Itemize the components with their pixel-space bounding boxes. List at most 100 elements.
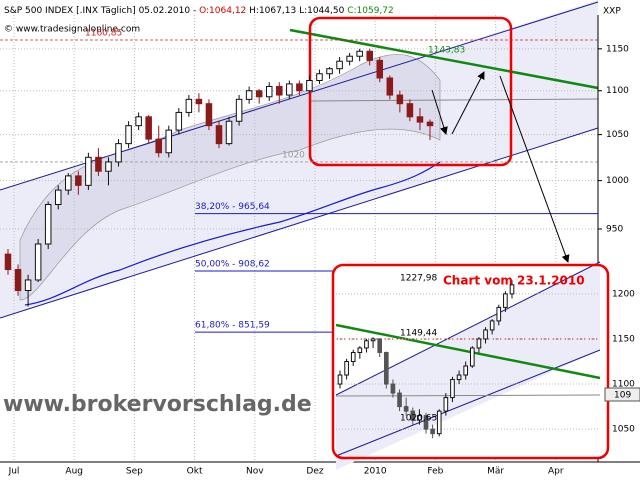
candle-body: [383, 351, 389, 385]
candle-body: [503, 293, 508, 308]
y-tick-label: 1150: [606, 44, 629, 54]
candle-body: [357, 347, 363, 353]
candle-body: [417, 415, 422, 421]
y-tick-label: 1050: [606, 130, 629, 140]
x-tick-label: Sep: [126, 467, 143, 477]
candle-body: [175, 111, 183, 131]
main-plot: [0, 0, 598, 318]
candle-body: [34, 243, 42, 281]
gray-line: [309, 98, 599, 102]
trendline-label: 1143,83: [428, 46, 465, 56]
candle-body: [416, 116, 424, 123]
y-tick-label: 950: [606, 224, 623, 234]
instrument: S&P 500 INDEX [.INX Täglich] 05.02.2010 …: [4, 6, 196, 16]
price-tag-label: 109: [614, 391, 631, 401]
candle-body: [364, 340, 369, 349]
candle-body: [326, 68, 333, 75]
inset-label: 1227,98: [400, 274, 437, 284]
candle-body: [450, 379, 455, 399]
candle-body: [496, 306, 502, 322]
symbol-code: XXP: [603, 7, 621, 17]
candle-body: [426, 121, 434, 127]
close: C:1059,72: [347, 6, 394, 16]
candle-body: [386, 77, 394, 96]
candle-body: [396, 94, 404, 105]
inset-label: 1149,44: [400, 329, 437, 339]
inset-y-tick-label: 1150: [612, 334, 635, 344]
candle-body: [155, 138, 162, 154]
candle-body: [4, 253, 12, 271]
candles: [4, 48, 434, 307]
candle-body: [105, 161, 112, 172]
watermark: www.brokervorschlag.de: [3, 392, 312, 417]
candle-body: [356, 50, 363, 57]
candle-body: [436, 410, 442, 435]
copyright: © www.tradesignalonline.com: [4, 25, 140, 35]
candle-body: [195, 98, 203, 105]
candle-body: [456, 374, 462, 381]
candle-body: [225, 120, 233, 145]
candle-body: [370, 338, 376, 342]
high: H:1067,13: [249, 6, 296, 16]
candle-body: [245, 90, 253, 100]
candle-body: [397, 392, 402, 408]
candle-body: [205, 103, 213, 127]
candle-body: [255, 90, 263, 98]
level-label: 61,80% - 851,59: [195, 321, 270, 331]
x-tick-label: Mär: [487, 467, 504, 477]
candle-body: [125, 125, 132, 145]
inset-label: 1020,65: [400, 414, 437, 424]
level-label: 1160,85: [85, 28, 122, 38]
candle-body: [376, 59, 384, 79]
x-tick-label: Nov: [246, 467, 264, 477]
candle-body: [306, 80, 313, 92]
x-tick-label: Aug: [65, 467, 83, 477]
candle-body: [430, 428, 435, 435]
candle-body: [95, 156, 102, 172]
x-tick-label: 2010: [364, 467, 387, 477]
candle-body: [346, 55, 353, 62]
candle-body: [65, 175, 72, 191]
candle-body: [410, 410, 416, 421]
candle-body: [44, 203, 52, 245]
candle-body: [265, 85, 273, 98]
candle-body: [85, 156, 92, 186]
candle-body: [476, 338, 482, 349]
candle-body: [135, 116, 142, 127]
candle-body: [344, 361, 349, 376]
level-label: 50,00% - 908,62: [195, 259, 270, 269]
candle-body: [115, 143, 122, 163]
candle-body: [165, 129, 173, 154]
low: L:1044,50: [299, 6, 345, 16]
candle-body: [145, 116, 152, 140]
moving-average: [24, 161, 441, 306]
candle-body: [316, 73, 323, 82]
candle-body: [463, 365, 469, 376]
channel-lower: [0, 127, 599, 319]
trend-channel: [0, 0, 598, 318]
candle-body: [489, 320, 495, 331]
inset-channel-upper: [335, 261, 601, 396]
candle-body: [286, 83, 293, 96]
candle-body: [14, 269, 22, 292]
candle-body: [443, 397, 449, 412]
header: S&P 500 INDEX [.INX Täglich] 05.02.2010 …: [4, 6, 394, 16]
inset-y-tick-label: 1200: [612, 289, 635, 299]
candle-body: [276, 85, 283, 96]
y-tick-label: 1000: [606, 176, 629, 186]
x-tick-label: Feb: [427, 467, 443, 477]
candle-body: [296, 83, 303, 92]
candle-body: [235, 98, 243, 122]
arrows: [431, 71, 570, 263]
inset-y-tick-label: 1050: [612, 425, 635, 435]
bollinger-band: [19, 54, 441, 301]
inset-channel-lower: [335, 349, 601, 457]
arrow: [499, 75, 570, 263]
candle-body: [350, 351, 356, 363]
candle-body: [24, 279, 32, 292]
candle-body: [469, 347, 475, 367]
candle-body: [75, 175, 82, 186]
candle-body: [403, 406, 409, 412]
